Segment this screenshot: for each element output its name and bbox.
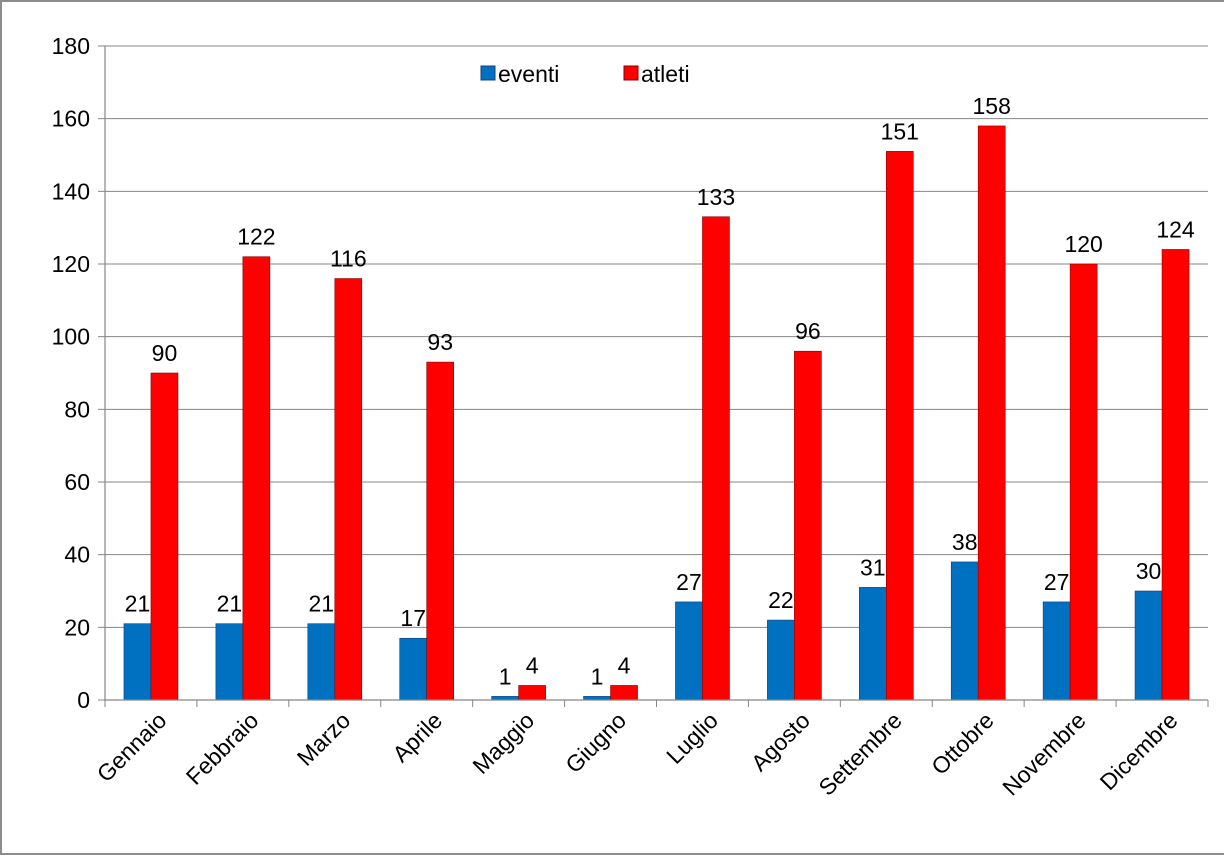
bar-eventi-Marzo xyxy=(307,623,336,701)
data-label-eventi-Aprile: 17 xyxy=(400,605,426,631)
data-label-eventi-Febbraio: 21 xyxy=(217,591,243,617)
y-tick-label-20: 20 xyxy=(64,614,90,640)
data-label-atleti-Maggio: 4 xyxy=(526,652,539,678)
x-tick-label-Marzo: Marzo xyxy=(292,707,356,771)
bar-atleti-Maggio xyxy=(518,685,546,701)
data-label-atleti-Dicembre: 124 xyxy=(1156,216,1195,242)
bar-atleti-Luglio xyxy=(702,216,730,701)
bar-eventi-Ottobre xyxy=(950,561,979,701)
data-label-eventi-Gennaio: 21 xyxy=(125,591,151,617)
data-label-eventi-Agosto: 22 xyxy=(768,587,794,613)
data-label-atleti-Novembre: 120 xyxy=(1064,231,1102,257)
legend-swatch-atleti xyxy=(623,65,639,81)
legend-label-atleti: atleti xyxy=(641,61,690,87)
data-label-eventi-Luglio: 27 xyxy=(676,569,702,595)
bar-atleti-Marzo xyxy=(334,278,363,701)
bar-eventi-Settembre xyxy=(858,587,887,701)
data-label-eventi-Maggio: 1 xyxy=(499,663,512,689)
data-label-atleti-Settembre: 151 xyxy=(881,118,919,144)
bar-atleti-Novembre xyxy=(1069,263,1098,701)
y-tick-label-60: 60 xyxy=(64,469,90,495)
bar-eventi-Gennaio xyxy=(123,623,152,701)
data-label-eventi-Dicembre: 30 xyxy=(1136,558,1162,584)
gridlines xyxy=(105,45,1208,628)
y-tick-label-140: 140 xyxy=(52,178,90,204)
x-tick-label-Agosto: Agosto xyxy=(746,707,815,776)
legend-label-eventi: eventi xyxy=(498,61,559,87)
data-label-eventi-Ottobre: 38 xyxy=(952,529,978,555)
x-tick-label-Ottobre: Ottobre xyxy=(926,707,999,780)
bar-atleti-Settembre xyxy=(885,151,914,701)
bar-eventi-Luglio xyxy=(675,601,703,701)
data-label-eventi-Novembre: 27 xyxy=(1044,569,1070,595)
bar-eventi-Novembre xyxy=(1042,601,1071,701)
x-tick-label-Giugno: Giugno xyxy=(560,707,631,778)
bar-atleti-Giugno xyxy=(610,685,638,701)
x-tick-label-Gennaio: Gennaio xyxy=(92,707,172,787)
y-tick-label-40: 40 xyxy=(64,542,90,568)
data-label-atleti-Ottobre: 158 xyxy=(973,93,1011,119)
bar-atleti-Dicembre xyxy=(1161,249,1190,701)
data-label-atleti-Febbraio: 122 xyxy=(237,224,275,250)
data-label-eventi-Giugno: 1 xyxy=(591,663,604,689)
y-tick-label-160: 160 xyxy=(52,106,90,132)
bar-atleti-Ottobre xyxy=(977,125,1006,701)
y-tick-label-80: 80 xyxy=(64,396,90,422)
y-tick-label-100: 100 xyxy=(52,324,90,350)
x-tick-label-Dicembre: Dicembre xyxy=(1095,707,1183,795)
data-label-eventi-Marzo: 21 xyxy=(308,591,334,617)
bar-atleti-Aprile xyxy=(426,361,455,701)
x-tick-label-Maggio: Maggio xyxy=(467,707,539,779)
legend-swatch-eventi xyxy=(480,65,496,81)
x-tick-label-Settembre: Settembre xyxy=(813,707,906,800)
data-label-atleti-Luglio: 133 xyxy=(697,184,735,210)
y-tick-label-0: 0 xyxy=(77,687,90,713)
y-tick-label-120: 120 xyxy=(52,251,90,277)
data-label-atleti-Agosto: 96 xyxy=(795,318,821,344)
y-tick-label-180: 180 xyxy=(52,33,90,59)
bar-eventi-Febbraio xyxy=(215,623,244,701)
bar-atleti-Febbraio xyxy=(242,256,271,701)
x-tick-label-Luglio: Luglio xyxy=(661,707,723,769)
data-label-atleti-Marzo: 116 xyxy=(330,246,367,272)
bar-eventi-Agosto xyxy=(767,619,795,701)
data-label-atleti-Aprile: 93 xyxy=(427,329,453,355)
x-tick-label-Aprile: Aprile xyxy=(387,707,447,767)
bar-eventi-Aprile xyxy=(399,637,428,701)
bar-atleti-Agosto xyxy=(794,350,822,701)
bar-atleti-Gennaio xyxy=(150,372,179,701)
data-label-atleti-Giugno: 4 xyxy=(618,652,631,678)
data-label-atleti-Gennaio: 90 xyxy=(152,340,178,366)
bars xyxy=(123,125,1190,701)
legend: eventi atleti xyxy=(480,61,690,87)
bar-eventi-Dicembre xyxy=(1134,590,1163,701)
x-tick-label-Febbraio: Febbraio xyxy=(181,707,264,790)
x-tick-label-Novembre: Novembre xyxy=(997,707,1090,800)
data-label-eventi-Settembre: 31 xyxy=(860,554,886,580)
